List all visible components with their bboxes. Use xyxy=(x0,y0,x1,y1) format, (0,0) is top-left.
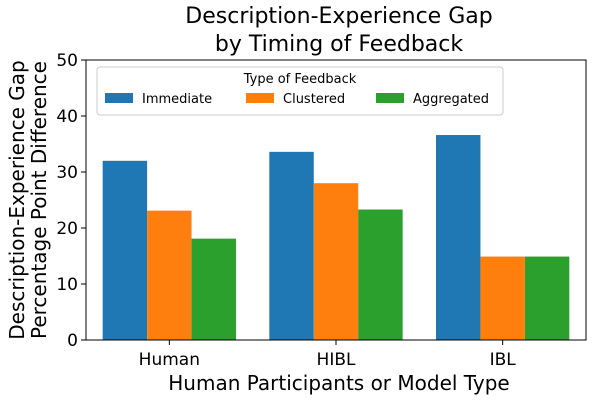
x-axis-label: Human Participants or Model Type xyxy=(168,371,509,395)
y-tick-label-30: 30 xyxy=(56,163,78,183)
legend-swatch-immediate xyxy=(105,93,133,103)
y-axis-label-line-1: Description-Experience Gap xyxy=(5,60,29,339)
bar-immediate-hibl xyxy=(269,151,314,340)
bar-clustered-ibl xyxy=(480,256,525,340)
x-tick-label-human: Human xyxy=(139,350,200,370)
y-tick-label-50: 50 xyxy=(56,51,78,71)
bar-aggregated-hibl xyxy=(358,209,403,340)
legend-label-aggregated: Aggregated xyxy=(413,92,489,107)
y-tick-label-0: 0 xyxy=(67,331,78,351)
x-tick-label-ibl: IBL xyxy=(490,350,517,370)
plot-area: 0 10 20 30 40 50 Human HIBL IBL Type of Feedback I… xyxy=(56,51,587,370)
legend-title: Type of Feedback xyxy=(243,72,357,87)
legend-swatch-aggregated xyxy=(376,93,404,103)
y-tick-label-20: 20 xyxy=(56,219,78,239)
legend-label-clustered: Clustered xyxy=(283,92,345,107)
chart-title-line-2: by Timing of Feedback xyxy=(215,32,464,57)
legend-label-immediate: Immediate xyxy=(142,92,212,107)
legend-swatch-clustered xyxy=(246,93,274,103)
bar-clustered-hibl xyxy=(313,183,359,340)
chart-title-line-1: Description-Experience Gap xyxy=(185,4,492,29)
y-axis-label-line-2: Percentage Point Difference xyxy=(27,61,51,339)
bar-immediate-ibl xyxy=(436,135,481,340)
bar-clustered-human xyxy=(147,210,192,340)
y-tick-label-10: 10 xyxy=(56,275,78,295)
y-tick-label-40: 40 xyxy=(56,107,78,127)
x-tick-label-hibl: HIBL xyxy=(317,350,356,370)
bar-aggregated-ibl xyxy=(524,256,570,340)
bar-immediate-human xyxy=(102,160,148,340)
bar-aggregated-human xyxy=(191,238,236,340)
